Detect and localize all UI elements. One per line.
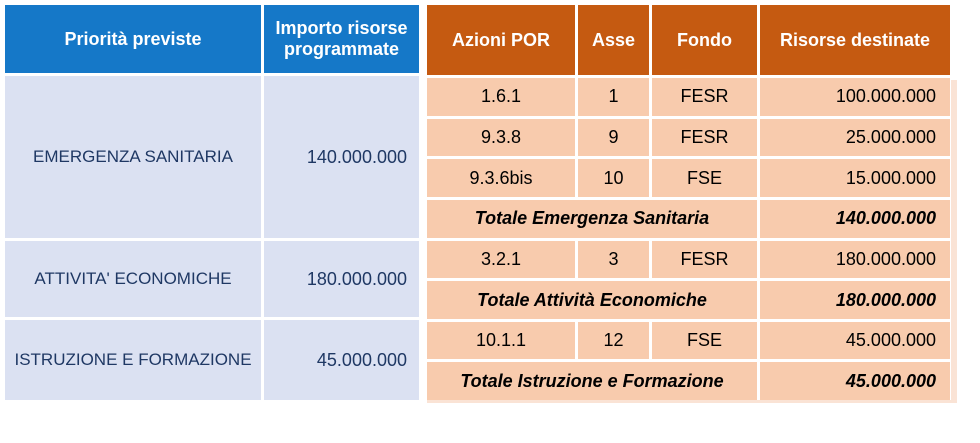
actions-table: Azioni POR Asse Fondo Risorse destinate … bbox=[427, 5, 950, 400]
action-code: 9.3.8 bbox=[427, 118, 575, 157]
action-risorse: 25.000.000 bbox=[760, 118, 950, 157]
column-header-priorita-previste: Priorità previste bbox=[5, 5, 261, 73]
action-asse: 3 bbox=[578, 240, 649, 279]
action-code: 10.1.1 bbox=[427, 321, 575, 360]
total-value-istruzione-formazione: 45.000.000 bbox=[760, 362, 950, 400]
priority-name-emergenza-sanitaria: EMERGENZA SANITARIA bbox=[5, 76, 261, 238]
table-edge-highlight-right bbox=[951, 80, 957, 401]
action-asse: 10 bbox=[578, 159, 649, 197]
total-value-emergenza-sanitaria: 140.000.000 bbox=[760, 199, 950, 238]
action-asse: 9 bbox=[578, 118, 649, 157]
priority-name-attivita-economiche: ATTIVITA' ECONOMICHE bbox=[5, 241, 261, 317]
priority-amount-istruzione-formazione: 45.000.000 bbox=[264, 320, 419, 400]
action-fondo: FESR bbox=[652, 240, 757, 279]
total-label-attivita-economiche: Totale Attività Economiche bbox=[427, 281, 757, 319]
total-label-emergenza-sanitaria: Totale Emergenza Sanitaria bbox=[427, 199, 757, 238]
action-risorse: 180.000.000 bbox=[760, 240, 950, 279]
action-fondo: FSE bbox=[652, 159, 757, 197]
column-header-importo-risorse: Importo risorse programmate bbox=[264, 5, 419, 73]
action-fondo: FSE bbox=[652, 321, 757, 360]
action-risorse: 45.000.000 bbox=[760, 321, 950, 360]
action-fondo: FESR bbox=[652, 78, 757, 116]
action-risorse: 15.000.000 bbox=[760, 159, 950, 197]
action-asse: 1 bbox=[578, 78, 649, 116]
action-risorse: 100.000.000 bbox=[760, 78, 950, 116]
total-label-istruzione-formazione: Totale Istruzione e Formazione bbox=[427, 362, 757, 400]
total-value-attivita-economiche: 180.000.000 bbox=[760, 281, 950, 319]
column-header-risorse-destinate: Risorse destinate bbox=[760, 5, 950, 75]
action-fondo: FESR bbox=[652, 118, 757, 157]
action-code: 3.2.1 bbox=[427, 240, 575, 279]
action-asse: 12 bbox=[578, 321, 649, 360]
table-edge-highlight-bottom bbox=[427, 400, 957, 403]
action-code: 9.3.6bis bbox=[427, 159, 575, 197]
priority-name-istruzione-formazione: ISTRUZIONE E FORMAZIONE bbox=[5, 320, 261, 400]
priority-amount-emergenza-sanitaria: 140.000.000 bbox=[264, 76, 419, 238]
priorities-table: Priorità previste Importo risorse progra… bbox=[5, 5, 419, 400]
column-header-azioni-por: Azioni POR bbox=[427, 5, 575, 75]
column-header-asse: Asse bbox=[578, 5, 649, 75]
action-code: 1.6.1 bbox=[427, 78, 575, 116]
column-header-fondo: Fondo bbox=[652, 5, 757, 75]
priority-amount-attivita-economiche: 180.000.000 bbox=[264, 241, 419, 317]
